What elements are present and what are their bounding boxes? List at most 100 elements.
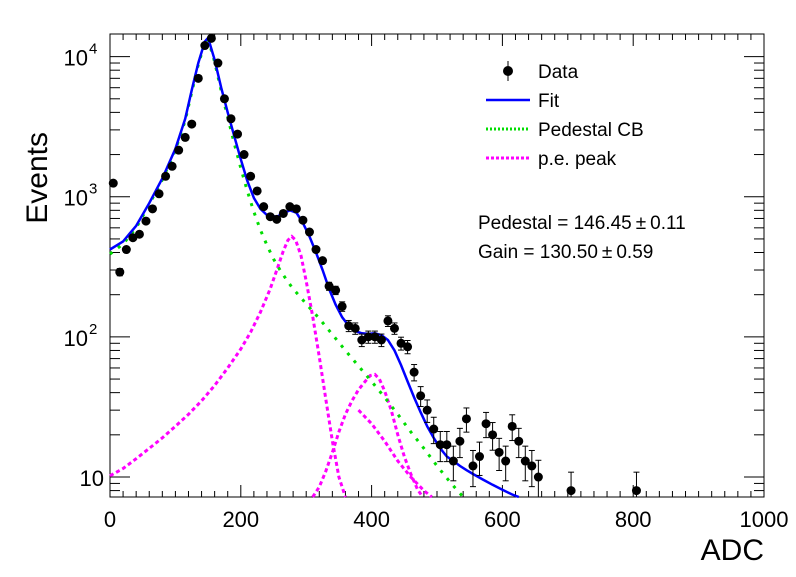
data-marker: [298, 215, 308, 225]
data-point: [527, 449, 537, 488]
y-axis-label: Events: [21, 132, 54, 224]
data-point: [363, 330, 373, 344]
data-marker: [252, 186, 262, 196]
data-marker: [376, 335, 386, 345]
fit-result-error: 0.11: [650, 213, 686, 234]
data-marker: [363, 332, 373, 342]
data-marker: [219, 94, 229, 104]
y-tick-label: 10 3: [64, 181, 98, 211]
legend-marker: [503, 66, 513, 76]
data-marker: [291, 204, 301, 214]
data-point: [167, 161, 177, 171]
legend-item-pedestal: Pedestal CB: [486, 120, 644, 141]
data-marker: [206, 33, 216, 43]
data-point: [141, 216, 151, 226]
data-point: [520, 445, 530, 482]
series-line-fit: [109, 35, 520, 499]
data-marker: [239, 150, 249, 160]
data-marker: [278, 208, 288, 218]
data-marker: [121, 245, 131, 255]
x-axis-label: ADC: [701, 534, 764, 567]
data-point: [246, 171, 256, 181]
data-marker: [115, 267, 125, 277]
data-marker: [337, 301, 347, 311]
legend-label: p.e. peak: [538, 149, 617, 170]
data-point: [455, 427, 465, 459]
data-point: [304, 227, 314, 237]
data-point: [121, 245, 131, 255]
data-point: [337, 301, 347, 312]
legend-item-fit: Fit: [486, 91, 560, 112]
data-marker: [631, 486, 641, 496]
data-point: [350, 322, 360, 335]
fit-result-gain: Gain = 130.50 ±0.59: [478, 242, 653, 263]
data-point: [180, 132, 190, 142]
data-marker: [442, 440, 452, 450]
data-marker: [304, 227, 314, 237]
x-tick-label: 600: [484, 507, 521, 532]
data-marker: [501, 456, 511, 466]
y-tick-base: 10: [64, 326, 88, 351]
data-point: [291, 204, 301, 214]
data-marker: [481, 419, 491, 429]
data-marker: [134, 229, 144, 239]
data-marker: [455, 436, 465, 446]
data-point: [468, 449, 478, 488]
data-point: [501, 445, 511, 482]
data-point: [134, 229, 144, 239]
data-point: [396, 336, 406, 351]
data-marker: [246, 171, 256, 181]
data-point: [206, 33, 216, 43]
data-point: [226, 114, 236, 124]
legend-item-pe_peak: p.e. peak: [486, 149, 617, 170]
data-point: [507, 414, 517, 442]
data-point: [193, 73, 203, 83]
data-point: [409, 364, 419, 382]
data-point: [514, 427, 524, 459]
data-point: [566, 471, 576, 498]
data-marker: [148, 204, 158, 214]
plus-minus-sign: ±: [602, 242, 612, 263]
data-point: [494, 437, 504, 472]
data-marker: [448, 456, 458, 466]
y-tick-base: 10: [80, 466, 104, 491]
legend-label: Data: [538, 62, 579, 83]
data-point: [318, 256, 328, 266]
data-marker: [409, 367, 419, 377]
data-marker: [311, 245, 321, 255]
y-tick-exponent: 4: [89, 41, 97, 58]
series-line-p-e-peak-tail: [357, 409, 433, 499]
data-point: [448, 445, 458, 482]
data-marker: [494, 447, 504, 457]
data-point: [331, 285, 341, 296]
data-marker: [566, 486, 576, 496]
data-marker: [272, 214, 282, 224]
data-marker: [167, 161, 177, 171]
data-point: [219, 94, 229, 104]
fit-result-label: Pedestal = 146.45: [478, 213, 632, 234]
data-marker: [416, 391, 426, 401]
data-marker: [383, 316, 393, 326]
data-point: [376, 333, 386, 348]
data-point: [154, 189, 164, 199]
legend-label: Pedestal CB: [538, 120, 644, 141]
data-point: [278, 208, 288, 218]
data-point: [239, 150, 249, 160]
data-point: [481, 411, 491, 439]
data-point: [461, 407, 471, 433]
data-point: [416, 386, 426, 408]
x-axis-ticks: 0 200 400 600 800 1000: [104, 34, 789, 532]
data-marker: [193, 73, 203, 83]
data-marker: [331, 285, 341, 295]
data-marker: [507, 421, 517, 431]
x-tick-label: 1000: [740, 507, 789, 532]
data-point: [533, 459, 543, 498]
data-marker: [200, 41, 210, 51]
data-point: [403, 339, 413, 355]
series-line-p-e-peak: [109, 234, 347, 498]
data-point: [429, 416, 439, 445]
curves-layer: [109, 35, 520, 499]
